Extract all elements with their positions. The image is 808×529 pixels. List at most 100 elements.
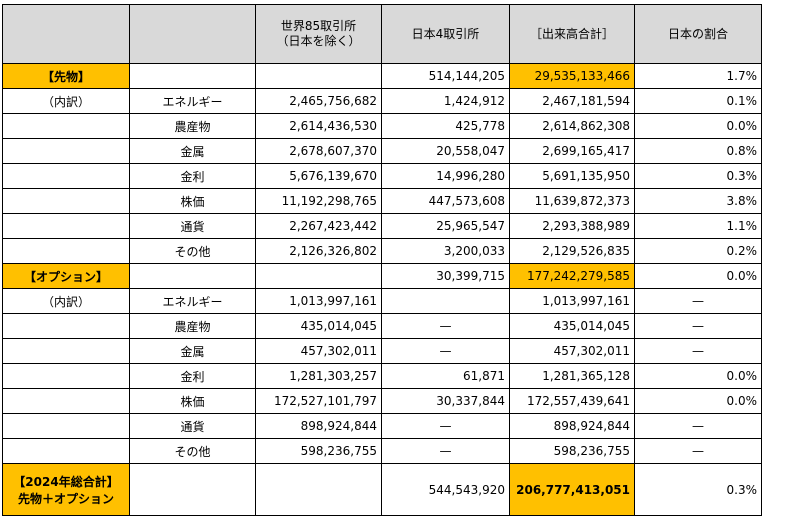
futures-category: エネルギー — [129, 88, 256, 114]
futures-breakdown-row: 金利 5,676,139,670 14,996,280 5,691,135,950 0.… — [2, 163, 762, 189]
futures-world-value: 11,192,298,765 — [255, 188, 382, 214]
futures-breakdown-label: （内訳） — [2, 88, 130, 114]
options-ratio-value: 0.0% — [634, 363, 762, 389]
options-japan-value: — — [381, 413, 510, 439]
futures-japan-value: 25,965,547 — [381, 213, 510, 239]
options-breakdown-row: その他 598,236,755—598,236,755— — [2, 438, 762, 464]
futures-total-value: 2,614,862,308 — [509, 113, 635, 139]
futures-breakdown-label — [2, 188, 130, 214]
futures-world-value: 2,126,326,802 — [255, 238, 382, 264]
options-world-value: 1,281,303,257 — [255, 363, 382, 389]
options-category: その他 — [129, 438, 256, 464]
futures-japan-value: 447,573,608 — [381, 188, 510, 214]
futures-total-value: 2,467,181,594 — [509, 88, 635, 114]
header-japan-exchanges: 日本4取引所 — [381, 4, 510, 64]
options-ratio-value: — — [634, 288, 762, 314]
options-breakdown-row: （内訳） エネルギー 1,013,997,161 1,013,997,161— — [2, 288, 762, 314]
futures-category: 通貨 — [129, 213, 256, 239]
options-japan-value — [381, 288, 510, 314]
futures-category: 農産物 — [129, 113, 256, 139]
options-category: 金属 — [129, 338, 256, 364]
header-row: 世界85取引所 （日本を除く） 日本4取引所 ［出来高合計］ 日本の割合 — [2, 4, 762, 64]
grand-total-total: 206,777,413,051 — [509, 463, 635, 516]
options-category: 通貨 — [129, 413, 256, 439]
options-category: エネルギー — [129, 288, 256, 314]
header-total-volume: ［出来高合計］ — [509, 4, 635, 64]
options-category: 農産物 — [129, 313, 256, 339]
futures-category: 金利 — [129, 163, 256, 189]
futures-japan: 514,144,205 — [381, 63, 510, 89]
futures-ratio-value: 0.3% — [634, 163, 762, 189]
options-category: 金利 — [129, 363, 256, 389]
header-world-line2: （日本を除く） — [276, 34, 361, 48]
futures-breakdown-row: 通貨 2,267,423,442 25,965,547 2,293,388,989 1.… — [2, 213, 762, 239]
futures-ratio: 1.7% — [634, 63, 762, 89]
options-category: 株価 — [129, 388, 256, 414]
options-ratio: 0.0% — [634, 263, 762, 289]
futures-ratio-value: 0.0% — [634, 113, 762, 139]
futures-japan-value: 3,200,033 — [381, 238, 510, 264]
futures-world-value: 2,678,607,370 — [255, 138, 382, 164]
futures-blank — [129, 63, 256, 89]
futures-ratio-value: 1.1% — [634, 213, 762, 239]
grand-total-label-line1: 【2024年総合計】 — [13, 474, 119, 489]
options-world-blank — [255, 263, 382, 289]
futures-world-value: 2,614,436,530 — [255, 113, 382, 139]
grand-total-label: 【2024年総合計】 先物＋オプション — [2, 463, 130, 516]
options-breakdown-label — [2, 338, 130, 364]
header-world-line1: 世界85取引所 — [280, 19, 357, 33]
options-japan-value: 30,337,844 — [381, 388, 510, 414]
futures-breakdown-label — [2, 138, 130, 164]
options-world-value: 435,014,045 — [255, 313, 382, 339]
options-ratio-value: — — [634, 338, 762, 364]
futures-world-value: 5,676,139,670 — [255, 163, 382, 189]
options-world-value: 172,527,101,797 — [255, 388, 382, 414]
futures-breakdown-row: 農産物 2,614,436,530 425,778 2,614,862,308 0.0% — [2, 113, 762, 139]
options-japan-value: — — [381, 338, 510, 364]
options-breakdown-row: 農産物 435,014,045—435,014,045— — [2, 313, 762, 339]
header-japan-ratio: 日本の割合 — [634, 4, 762, 64]
options-ratio-value: 0.0% — [634, 388, 762, 414]
options-total-value: 435,014,045 — [509, 313, 635, 339]
options-total-value: 172,557,439,641 — [509, 388, 635, 414]
futures-total-value: 5,691,135,950 — [509, 163, 635, 189]
grand-total-ratio: 0.3% — [634, 463, 762, 516]
futures-total-value: 2,293,388,989 — [509, 213, 635, 239]
options-breakdown-label — [2, 413, 130, 439]
futures-world-value: 2,465,756,682 — [255, 88, 382, 114]
futures-breakdown-label — [2, 213, 130, 239]
futures-breakdown-row: 金属 2,678,607,370 20,558,047 2,699,165,417 0.… — [2, 138, 762, 164]
options-japan-value: — — [381, 313, 510, 339]
futures-world-value: 2,267,423,442 — [255, 213, 382, 239]
options-total: 177,242,279,585 — [509, 263, 635, 289]
options-total-value: 598,236,755 — [509, 438, 635, 464]
options-breakdown-row: 金属 457,302,011—457,302,011— — [2, 338, 762, 364]
options-world-value: 457,302,011 — [255, 338, 382, 364]
futures-total-value: 11,639,872,373 — [509, 188, 635, 214]
header-world-exchanges: 世界85取引所 （日本を除く） — [255, 4, 382, 64]
options-breakdown-label — [2, 363, 130, 389]
volume-table: 世界85取引所 （日本を除く） 日本4取引所 ［出来高合計］ 日本の割合 【先物】… — [2, 4, 762, 516]
futures-breakdown-label — [2, 238, 130, 264]
grand-total-blank — [129, 463, 256, 516]
options-blank — [129, 263, 256, 289]
options-japan-value: — — [381, 438, 510, 464]
futures-japan-value: 14,996,280 — [381, 163, 510, 189]
options-breakdown-row: 金利 1,281,303,257 61,871 1,281,365,128 0.0% — [2, 363, 762, 389]
options-total-value: 898,924,844 — [509, 413, 635, 439]
options-ratio-value: — — [634, 438, 762, 464]
options-world-value: 1,013,997,161 — [255, 288, 382, 314]
options-summary-row: 【オプション】 30,399,715 177,242,279,585 0.0% — [2, 263, 762, 289]
futures-japan-value: 20,558,047 — [381, 138, 510, 164]
options-total-value: 1,013,997,161 — [509, 288, 635, 314]
options-ratio-value: — — [634, 413, 762, 439]
futures-breakdown-row: 株価 11,192,298,765 447,573,608 11,639,872,37… — [2, 188, 762, 214]
futures-japan-value: 1,424,912 — [381, 88, 510, 114]
grand-total-world-blank — [255, 463, 382, 516]
volume-table-body: 世界85取引所 （日本を除く） 日本4取引所 ［出来高合計］ 日本の割合 【先物】… — [2, 4, 762, 516]
futures-ratio-value: 3.8% — [634, 188, 762, 214]
options-ratio-value: — — [634, 313, 762, 339]
header-cell-blank-0 — [2, 4, 130, 64]
futures-category: その他 — [129, 238, 256, 264]
options-breakdown-label: （内訳） — [2, 288, 130, 314]
